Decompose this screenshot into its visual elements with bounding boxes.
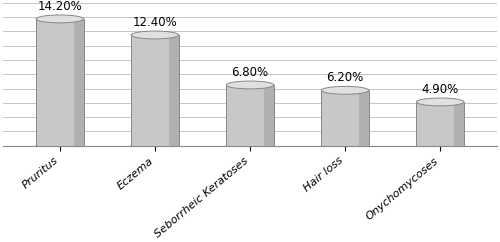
Ellipse shape	[36, 142, 84, 150]
Text: 6.20%: 6.20%	[326, 71, 364, 84]
Ellipse shape	[226, 142, 274, 150]
Ellipse shape	[322, 86, 369, 94]
Bar	[264, 85, 274, 146]
Text: 6.80%: 6.80%	[232, 66, 268, 79]
Ellipse shape	[416, 142, 464, 150]
Ellipse shape	[36, 15, 84, 23]
Bar	[416, 102, 464, 146]
Ellipse shape	[226, 81, 274, 89]
Text: 12.40%: 12.40%	[132, 16, 178, 29]
Ellipse shape	[416, 98, 464, 106]
Bar	[74, 19, 84, 146]
Ellipse shape	[322, 142, 369, 150]
Bar	[169, 35, 178, 146]
Bar	[226, 85, 274, 146]
Text: 4.90%: 4.90%	[422, 83, 459, 96]
Bar	[36, 19, 84, 146]
Bar	[454, 102, 464, 146]
Bar	[131, 35, 178, 146]
Bar	[360, 90, 369, 146]
Ellipse shape	[131, 31, 178, 39]
Text: 14.20%: 14.20%	[38, 0, 82, 13]
Ellipse shape	[131, 142, 178, 150]
Bar	[322, 90, 369, 146]
